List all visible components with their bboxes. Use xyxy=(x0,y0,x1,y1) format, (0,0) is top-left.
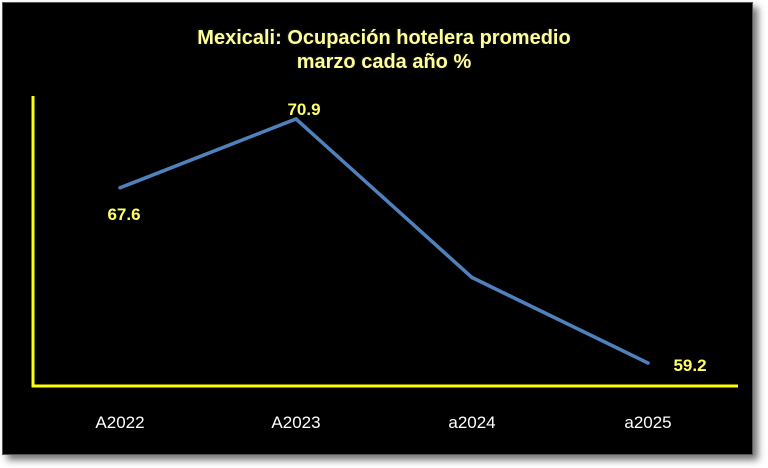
data-label-a2022: 67.6 xyxy=(107,205,140,224)
data-point-a2023 xyxy=(294,117,298,121)
chart-subtitle: marzo cada año % xyxy=(296,51,472,73)
data-point-a2025 xyxy=(646,361,650,365)
x-tick-label-a2024: a2024 xyxy=(448,413,495,432)
chart-frame xyxy=(2,2,753,455)
data-label-a2025: 59.2 xyxy=(673,356,706,375)
data-point-a2024 xyxy=(470,275,474,280)
series-line xyxy=(119,116,649,365)
x-tick-label-a2023: A2023 xyxy=(271,413,320,432)
data-point-a2022 xyxy=(118,186,122,190)
x-tick-label-a2025: a2025 xyxy=(624,413,671,432)
data-label-a2023: 70.9 xyxy=(287,100,320,119)
x-tick-label-a2022: A2022 xyxy=(95,413,144,432)
chart-title: Mexicali: Ocupación hotelera promedio xyxy=(197,27,571,49)
